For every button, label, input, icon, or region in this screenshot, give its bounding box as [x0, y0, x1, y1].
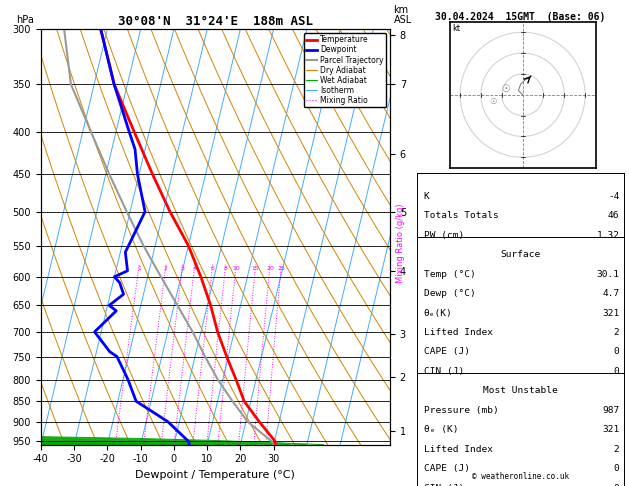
Text: -4: -4: [608, 192, 620, 201]
Text: 30.1: 30.1: [596, 270, 620, 279]
Text: 3: 3: [181, 266, 184, 271]
Text: 2: 2: [614, 445, 620, 454]
Text: Dewp (°C): Dewp (°C): [423, 289, 476, 298]
Text: Most Unstable: Most Unstable: [483, 386, 558, 396]
Text: CAPE (J): CAPE (J): [423, 347, 470, 357]
Text: 6: 6: [211, 266, 214, 271]
Text: 46: 46: [608, 211, 620, 221]
Text: Pressure (mb): Pressure (mb): [423, 406, 498, 415]
Text: CIN (J): CIN (J): [423, 367, 464, 376]
Text: 0: 0: [614, 367, 620, 376]
Text: 25: 25: [277, 266, 286, 271]
X-axis label: Dewpoint / Temperature (°C): Dewpoint / Temperature (°C): [135, 470, 296, 480]
Text: 20: 20: [266, 266, 274, 271]
Text: 10: 10: [232, 266, 240, 271]
Text: K: K: [423, 192, 430, 201]
Text: Totals Totals: Totals Totals: [423, 211, 498, 221]
Title: 30°08'N  31°24'E  188m ASL: 30°08'N 31°24'E 188m ASL: [118, 15, 313, 28]
Text: 15: 15: [252, 266, 260, 271]
Text: Mixing Ratio (g/kg): Mixing Ratio (g/kg): [396, 203, 405, 283]
Text: Surface: Surface: [501, 250, 540, 260]
Text: 4: 4: [193, 266, 197, 271]
Text: 0: 0: [614, 347, 620, 357]
Text: 1.32: 1.32: [596, 231, 620, 240]
Legend: Temperature, Dewpoint, Parcel Trajectory, Dry Adiabat, Wet Adiabat, Isotherm, Mi: Temperature, Dewpoint, Parcel Trajectory…: [304, 33, 386, 107]
Text: 8: 8: [224, 266, 228, 271]
Text: θₑ(K): θₑ(K): [423, 309, 452, 318]
Text: CIN (J): CIN (J): [423, 484, 464, 486]
Text: Temp (°C): Temp (°C): [423, 270, 476, 279]
Text: Lifted Index: Lifted Index: [423, 328, 493, 337]
Text: hPa: hPa: [16, 15, 35, 25]
Text: CAPE (J): CAPE (J): [423, 464, 470, 473]
Text: θₑ (K): θₑ (K): [423, 425, 458, 434]
Text: km
ASL: km ASL: [394, 5, 412, 25]
Text: 2: 2: [614, 328, 620, 337]
Text: 30.04.2024  15GMT  (Base: 06): 30.04.2024 15GMT (Base: 06): [435, 12, 606, 22]
Text: 987: 987: [603, 406, 620, 415]
Text: 321: 321: [603, 309, 620, 318]
Text: 2: 2: [164, 266, 168, 271]
Text: 0: 0: [614, 464, 620, 473]
Text: Lifted Index: Lifted Index: [423, 445, 493, 454]
Text: 321: 321: [603, 425, 620, 434]
Text: 1: 1: [137, 266, 141, 271]
Text: PW (cm): PW (cm): [423, 231, 464, 240]
Text: 4.7: 4.7: [603, 289, 620, 298]
Text: © weatheronline.co.uk: © weatheronline.co.uk: [472, 472, 569, 481]
Text: 0: 0: [614, 484, 620, 486]
